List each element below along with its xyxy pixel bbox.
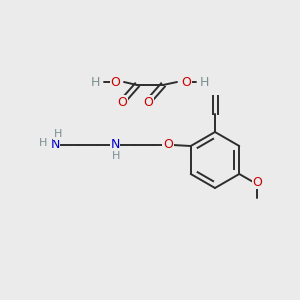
Text: O: O (143, 95, 153, 109)
Text: H: H (54, 129, 62, 139)
Text: O: O (181, 76, 191, 88)
Text: H: H (200, 76, 209, 88)
Text: O: O (117, 95, 127, 109)
Text: H: H (91, 76, 100, 88)
Text: N: N (110, 139, 120, 152)
Text: H: H (112, 151, 120, 161)
Text: O: O (163, 139, 173, 152)
Text: N: N (50, 139, 60, 152)
Text: O: O (110, 76, 120, 88)
Text: H: H (39, 138, 47, 148)
Text: O: O (252, 176, 262, 188)
